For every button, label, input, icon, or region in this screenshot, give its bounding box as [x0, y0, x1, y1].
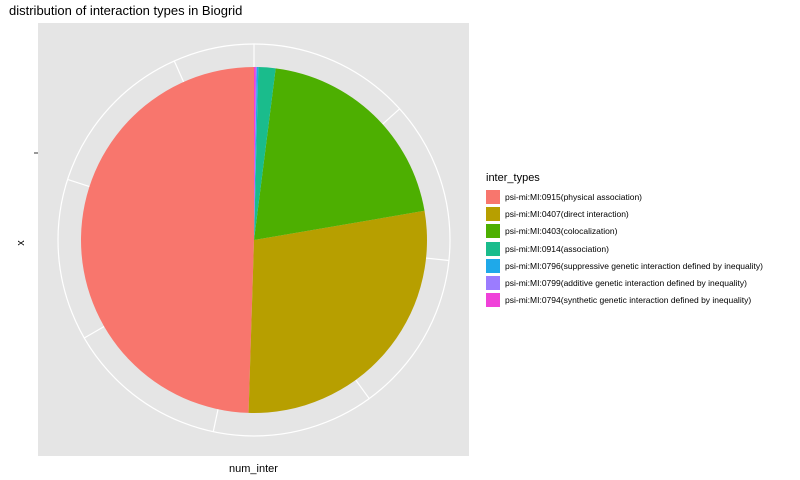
legend-item: psi-mi:MI:0407(direct interaction) — [486, 205, 763, 222]
legend-swatch — [486, 206, 500, 221]
legend-label: psi-mi:MI:0796(suppressive genetic inter… — [505, 260, 763, 271]
legend-swatch — [486, 189, 500, 204]
legend-swatch — [486, 258, 500, 273]
grid-spoke — [355, 379, 370, 399]
grid-spoke — [425, 257, 449, 262]
pie-slice — [254, 67, 256, 240]
legend-swatch — [486, 293, 500, 308]
legend-swatch — [486, 224, 500, 239]
grid-spoke — [83, 325, 105, 339]
legend-item: psi-mi:MI:0915(physical association) — [486, 188, 763, 205]
polar-grid — [57, 43, 451, 437]
grid-spoke — [173, 60, 185, 83]
grid-spoke — [382, 108, 401, 125]
pie-slice — [254, 67, 259, 241]
legend-label: psi-mi:MI:0915(physical association) — [505, 191, 642, 202]
legend-label: psi-mi:MI:0407(direct interaction) — [505, 208, 629, 219]
pie-slice — [254, 67, 276, 241]
legend-label: psi-mi:MI:0794(synthetic genetic interac… — [505, 295, 752, 306]
grid-spoke — [212, 409, 219, 432]
legend-item: psi-mi:MI:0796(suppressive genetic inter… — [486, 257, 763, 274]
pie-slices — [80, 67, 427, 413]
pie-slice — [80, 67, 254, 413]
legend-label: psi-mi:MI:0914(association) — [505, 243, 609, 254]
pie-slice — [248, 210, 427, 413]
legend-title: inter_types — [486, 172, 540, 184]
legend-item: psi-mi:MI:0799(additive genetic interact… — [486, 274, 763, 291]
legend-item: psi-mi:MI:0914(association) — [486, 240, 763, 257]
pie-slice — [254, 68, 425, 240]
legend-swatch — [486, 241, 500, 256]
chart-title: distribution of interaction types in Bio… — [9, 3, 243, 18]
legend-swatch — [486, 276, 500, 291]
legend-label: psi-mi:MI:0799(additive genetic interact… — [505, 278, 747, 289]
legend-item: psi-mi:MI:0403(colocalization) — [486, 223, 763, 240]
legend: inter_types psi-mi:MI:0915(physical asso… — [486, 172, 763, 309]
pie-slice — [254, 67, 257, 240]
x-axis-label: num_inter — [229, 463, 278, 475]
legend-item: psi-mi:MI:0794(synthetic genetic interac… — [486, 292, 763, 309]
legend-items: psi-mi:MI:0915(physical association) psi-… — [486, 188, 763, 309]
legend-label: psi-mi:MI:0403(colocalization) — [505, 226, 618, 237]
y-axis-label: x — [14, 240, 27, 246]
grid-spoke — [67, 178, 90, 188]
